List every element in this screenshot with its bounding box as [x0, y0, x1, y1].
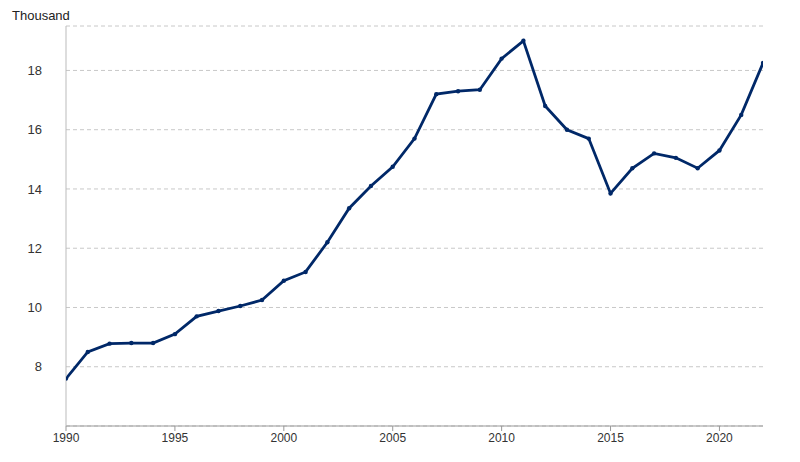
svg-text:2015: 2015: [597, 431, 624, 445]
svg-text:1990: 1990: [53, 431, 80, 445]
svg-text:2000: 2000: [270, 431, 297, 445]
html-text:Thousand: Thousand: [12, 8, 70, 23]
svg-text:14: 14: [28, 182, 42, 197]
svg-text:2005: 2005: [379, 431, 406, 445]
svg-text:1995: 1995: [162, 431, 189, 445]
svg-text:18: 18: [28, 63, 42, 78]
svg-text:16: 16: [28, 122, 42, 137]
svg-text:10: 10: [28, 300, 42, 315]
svg-text:12: 12: [28, 241, 42, 256]
svg-text:2010: 2010: [488, 431, 515, 445]
svg-text:8: 8: [35, 359, 42, 374]
svg-text:2020: 2020: [706, 431, 733, 445]
